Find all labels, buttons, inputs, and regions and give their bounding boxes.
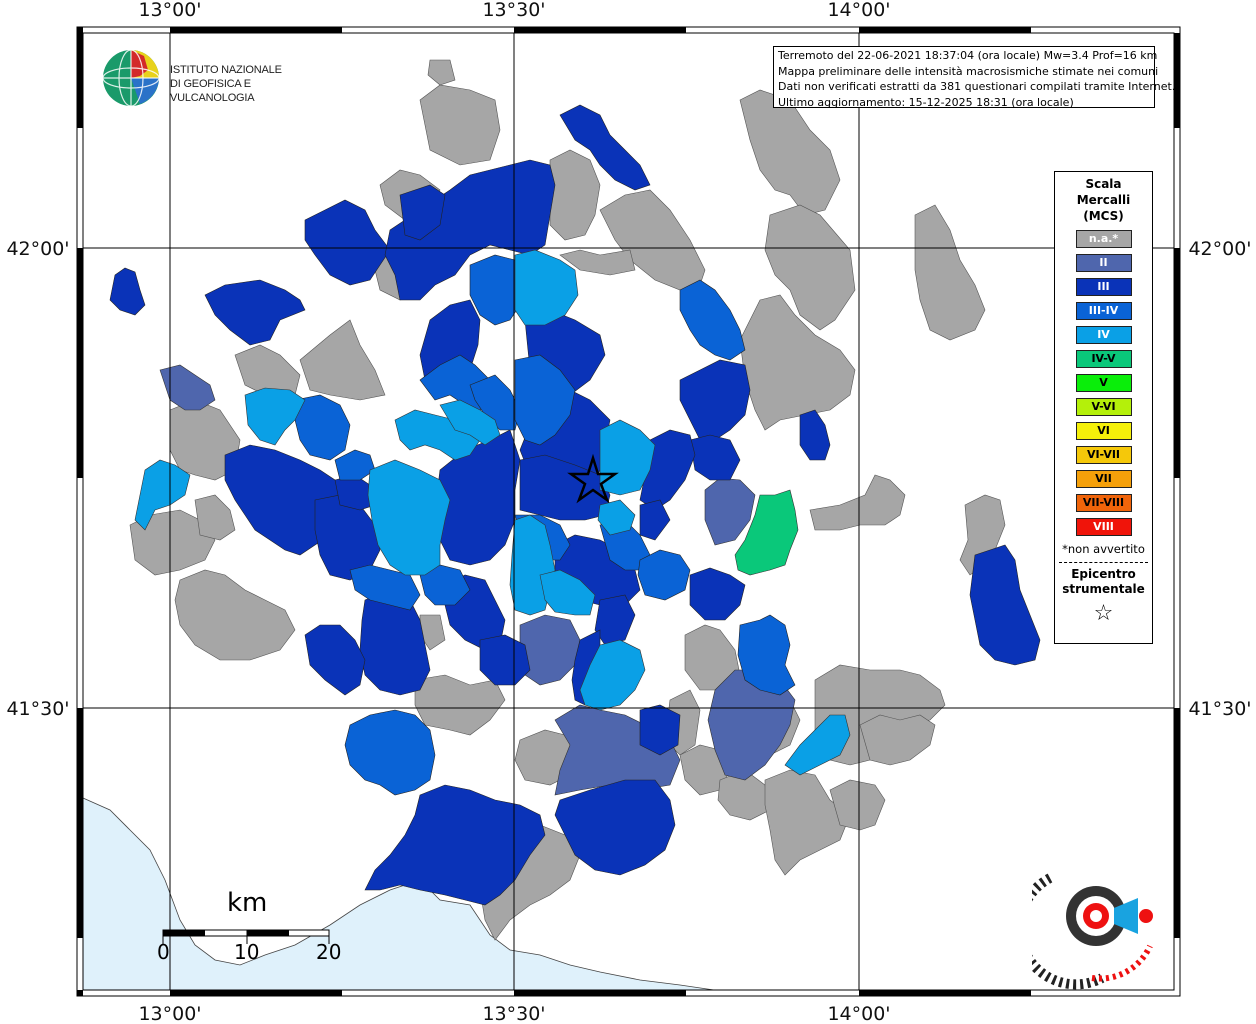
legend-item: V-VI [1075, 398, 1132, 416]
lon-label-bottom-3: 14°00' [827, 1003, 890, 1024]
legend-items: n.a.* II III III-IV IV IV-V V V-VI VI VI-VII VII VI… [1055, 230, 1152, 536]
legend-item: IV-V [1075, 350, 1132, 368]
legend-item: VI [1075, 422, 1132, 440]
scale-tick-20: 20 [316, 940, 342, 964]
globe-icon [102, 49, 160, 107]
legend-item: II [1075, 254, 1132, 272]
legend-star-icon: ☆ [1093, 601, 1114, 626]
earthquake-info-box: Terremoto del 22-06-2021 18:37:04 (ora l… [773, 46, 1176, 109]
info-line-1: Terremoto del 22-06-2021 18:37:04 (ora l… [778, 49, 1158, 62]
legend-title-line-1: Scala [1085, 177, 1122, 191]
lat-label-right-1: 42°00' [1188, 238, 1251, 260]
graticule [83, 33, 1174, 990]
mcs-legend: Scala Mercalli (MCS) n.a.* II III III-IV IV I… [1054, 171, 1153, 644]
lon-label-bottom-2: 13°30' [482, 1003, 545, 1024]
legend-epicenter-line-1: Epicentro [1071, 567, 1136, 581]
logo-line-1: ISTITUTO NAZIONALE [170, 64, 282, 76]
region-IV [134, 249, 851, 776]
scale-bar-graphic [162, 929, 330, 944]
lon-label-bottom-1: 13°00' [138, 1003, 201, 1024]
legend-item: VII-VIII [1075, 494, 1132, 512]
legend-item: V [1075, 374, 1132, 392]
star-icon [567, 453, 619, 504]
haisentitoilterremoto-logo [1032, 873, 1153, 990]
scale-bar: km 0 10 20 [150, 888, 350, 968]
lon-label-top-1: 13°00' [138, 0, 201, 21]
info-line-3: Dati non verificati estratti da 381 ques… [778, 80, 1176, 93]
lat-label-right-2: 41°30' [1188, 698, 1251, 720]
legend-item: III-IV [1075, 302, 1132, 320]
info-line-2: Mappa preliminare delle intensità macros… [778, 64, 1159, 78]
legend-epicenter-line-2: strumentale [1062, 582, 1145, 596]
legend-divider [1059, 562, 1148, 563]
lon-label-top-2: 13°30' [482, 0, 545, 21]
legend-title: Scala Mercalli (MCS) [1055, 176, 1152, 224]
legend-item: VII [1075, 470, 1132, 488]
lon-label-top-3: 14°00' [827, 0, 890, 21]
scale-tick-10: 10 [234, 940, 260, 964]
region-IV-V [734, 489, 799, 576]
legend-epicenter-label: Epicentro strumentale [1055, 567, 1152, 597]
scale-tick-0: 0 [157, 940, 170, 964]
region-II [159, 364, 796, 796]
legend-title-line-3: (MCS) [1083, 209, 1124, 223]
map-frame [76, 26, 1181, 997]
legend-item: IV [1075, 326, 1132, 344]
legend-title-line-2: Mercalli [1076, 193, 1131, 207]
scale-unit: km [227, 888, 268, 918]
legend-item: VIII [1075, 518, 1132, 536]
lat-label-left-2: 41°30' [6, 698, 69, 720]
lat-label-left-1: 42°00' [6, 238, 69, 260]
info-line-4: Ultimo aggiornamento: 15-12-2025 18:31 (… [778, 95, 1074, 109]
legend-item: III [1075, 278, 1132, 296]
region-III [109, 104, 1041, 906]
legend-item: n.a.* [1075, 230, 1132, 248]
ingv-logo: ISTITUTO NAZIONALE DI GEOFISICA E VULCAN… [100, 48, 320, 108]
legend-item: VI-VII [1075, 446, 1132, 464]
logo-line-2: DI GEOFISICA E VULCANOLOGIA [170, 78, 255, 104]
legend-note: *non avvertito [1062, 542, 1145, 556]
